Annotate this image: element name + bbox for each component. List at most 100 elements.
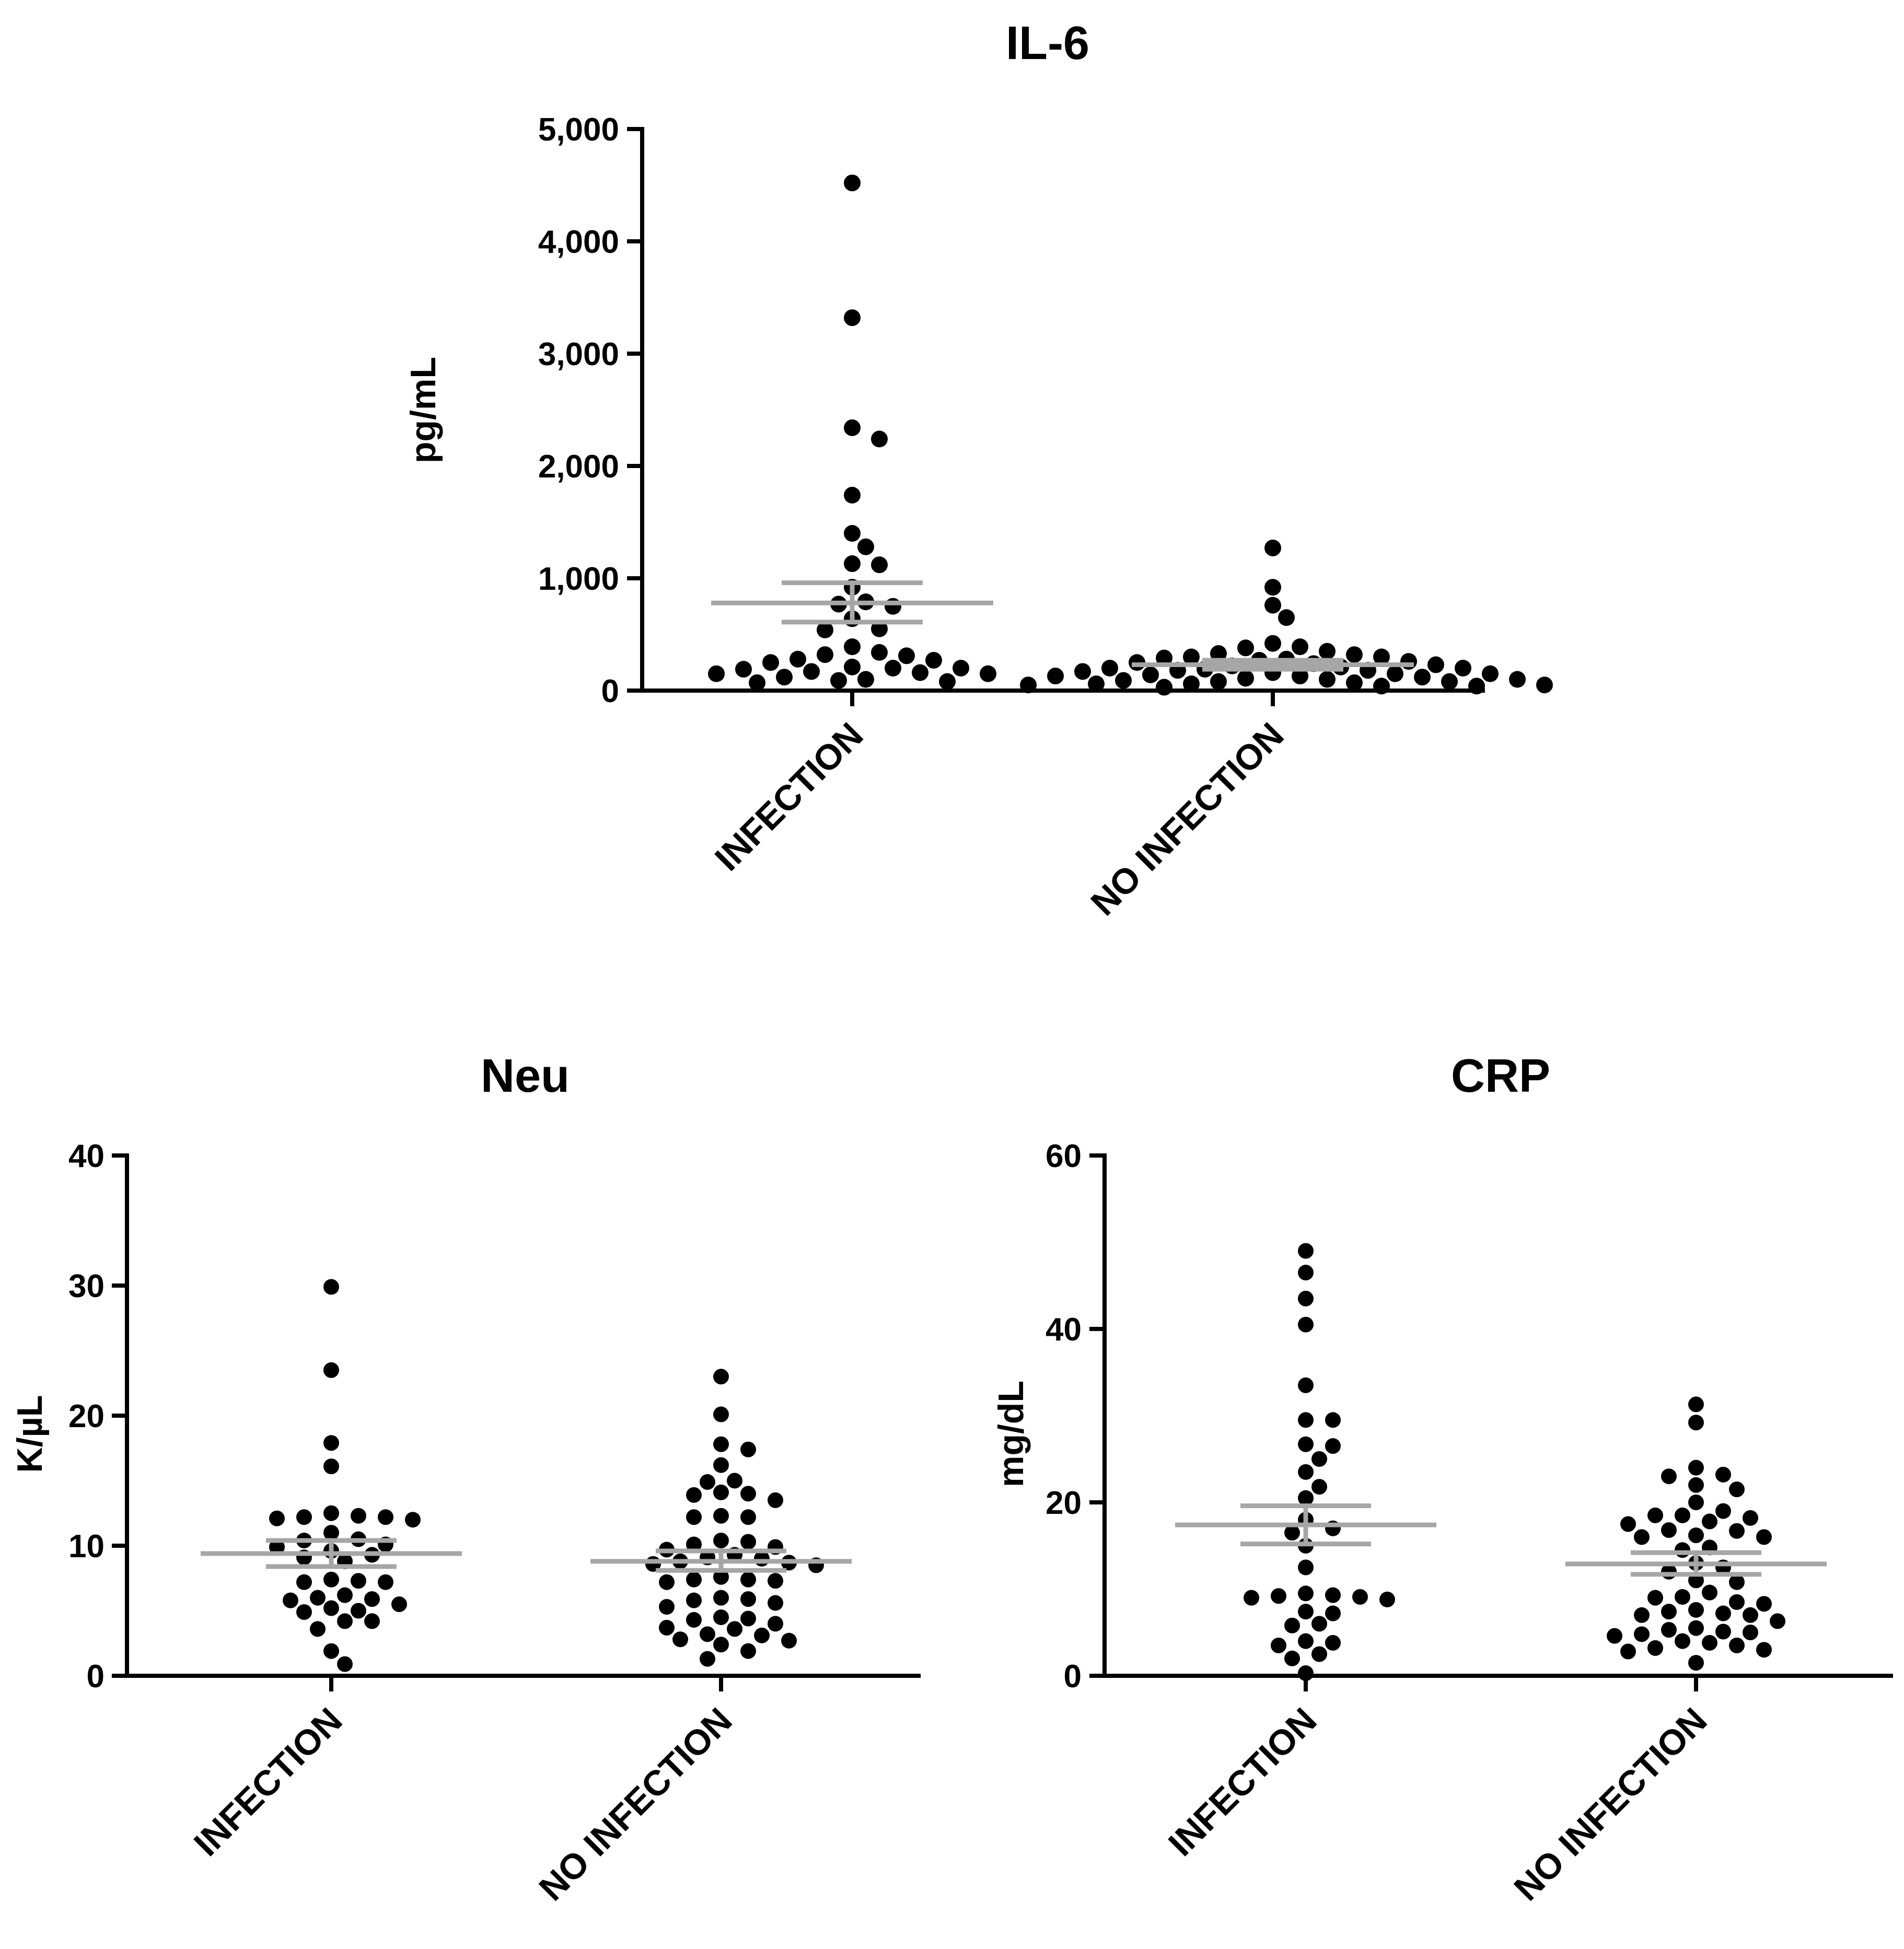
- data-point-neu-no-infection-3: [740, 1441, 756, 1457]
- data-point-il6-infection-29: [980, 665, 996, 682]
- x-category-crp-no-infection: NO INFECTION: [1506, 1676, 1715, 1908]
- data-point-neu-infection-22: [378, 1574, 393, 1590]
- data-point-crp-infection-31: [1311, 1646, 1327, 1662]
- data-point-neu-no-infection-45: [781, 1632, 797, 1649]
- data-point-crp-no-infection-4: [1661, 1468, 1677, 1485]
- x-category-il6-infection: INFECTION: [707, 691, 871, 879]
- data-point-neu-no-infection-37: [740, 1610, 756, 1627]
- data-point-il6-no-infection-11: [1373, 648, 1390, 666]
- y-tick-il6-3: 3,000: [538, 336, 642, 372]
- y-tick-il6-4: 4,000: [538, 224, 642, 260]
- data-point-neu-infection-8: [269, 1510, 285, 1526]
- data-point-neu-infection-34: [323, 1643, 339, 1659]
- data-point-crp-infection-0: [1298, 1243, 1314, 1259]
- data-point-il6-infection-17: [871, 644, 888, 661]
- data-point-crp-no-infection-40: [1743, 1625, 1758, 1640]
- data-point-il6-no-infection-46: [1468, 678, 1485, 695]
- data-point-il6-infection-19: [898, 647, 915, 664]
- y-tick-label-neu-1: 10: [68, 1528, 105, 1565]
- data-point-il6-no-infection-18: [1427, 656, 1444, 673]
- data-point-neu-no-infection-30: [659, 1574, 675, 1590]
- y-tick-label-neu-0: 0: [87, 1659, 105, 1695]
- data-point-crp-no-infection-18: [1756, 1529, 1772, 1545]
- data-point-il6-infection-0: [844, 174, 861, 192]
- mean-sem-il6: [711, 580, 1414, 672]
- data-point-crp-infection-5: [1298, 1412, 1314, 1428]
- data-point-il6-infection-30: [708, 665, 725, 682]
- data-point-il6-no-infection-35: [1319, 671, 1336, 688]
- data-point-neu-infection-26: [283, 1592, 298, 1608]
- data-point-crp-no-infection-26: [1702, 1584, 1717, 1601]
- data-point-il6-infection-8: [871, 556, 888, 574]
- data-point-neu-no-infection-27: [740, 1571, 756, 1588]
- data-point-il6-infection-34: [939, 673, 956, 690]
- x-category-label-neu-infection: INFECTION: [187, 1700, 350, 1864]
- y-tick-label-il6-4: 4,000: [538, 224, 619, 260]
- data-point-crp-no-infection-35: [1634, 1607, 1650, 1623]
- data-point-crp-infection-7: [1298, 1436, 1314, 1452]
- chart-title-il6: IL-6: [1006, 17, 1089, 69]
- x-category-label-crp-infection: INFECTION: [1161, 1700, 1325, 1864]
- data-point-il6-no-infection-38: [1210, 673, 1227, 690]
- y-tick-crp-0: 0: [1064, 1659, 1105, 1695]
- data-point-il6-infection-7: [844, 555, 861, 573]
- y-tick-label-neu-4: 40: [68, 1138, 105, 1174]
- data-point-crp-infection-2: [1298, 1290, 1314, 1306]
- data-point-crp-no-infection-29: [1729, 1594, 1745, 1610]
- data-point-crp-infection-26: [1311, 1616, 1327, 1632]
- data-point-il6-infection-14: [871, 620, 888, 637]
- data-point-il6-no-infection-34: [1237, 670, 1254, 687]
- data-point-neu-no-infection-8: [740, 1486, 756, 1502]
- data-point-crp-no-infection-42: [1607, 1628, 1622, 1644]
- data-point-il6-no-infection-21: [1101, 660, 1118, 676]
- data-point-crp-infection-23: [1379, 1591, 1395, 1607]
- y-tick-crp-1: 20: [1046, 1485, 1105, 1521]
- data-point-neu-infection-27: [391, 1596, 407, 1613]
- data-point-il6-infection-26: [735, 661, 752, 678]
- y-ticks-neu: 0 10 20 30 40: [68, 1138, 127, 1695]
- x-category-label-il6-infection: INFECTION: [707, 715, 871, 879]
- data-point-neu-no-infection-11: [713, 1508, 729, 1524]
- data-point-neu-infection-32: [364, 1613, 380, 1629]
- data-point-il6-infection-12: [885, 598, 901, 615]
- data-point-il6-infection-24: [885, 660, 901, 676]
- data-point-crp-no-infection-2: [1688, 1460, 1704, 1476]
- data-point-crp-no-infection-28: [1647, 1590, 1663, 1606]
- data-point-il6-infection-23: [844, 658, 861, 675]
- data-point-crp-no-infection-25: [1729, 1574, 1745, 1590]
- data-point-neu-no-infection-28: [686, 1571, 702, 1588]
- mean-sem-crp: [1175, 1503, 1827, 1577]
- data-point-crp-no-infection-41: [1634, 1626, 1650, 1642]
- data-point-neu-no-infection-14: [713, 1533, 729, 1549]
- data-point-il6-no-infection-32: [1047, 668, 1064, 685]
- data-point-neu-no-infection-33: [686, 1592, 702, 1608]
- panel-crp: CRP mg/dL 0 20 40 60 INFECTION NO INFECT…: [991, 1050, 1893, 1908]
- data-point-crp-no-infection-38: [1661, 1622, 1677, 1638]
- data-point-neu-infection-23: [337, 1587, 353, 1603]
- chart-title-neu: Neu: [481, 1050, 570, 1102]
- data-point-crp-no-infection-1: [1688, 1415, 1704, 1431]
- x-category-neu-no-infection: NO INFECTION: [531, 1676, 740, 1908]
- data-point-crp-no-infection-39: [1715, 1624, 1731, 1640]
- data-point-crp-infection-29: [1325, 1635, 1341, 1651]
- y-tick-neu-3: 30: [68, 1268, 127, 1304]
- data-point-neu-no-infection-31: [713, 1590, 729, 1606]
- y-tick-label-il6-3: 3,000: [538, 336, 619, 372]
- x-category-crp-infection: INFECTION: [1161, 1676, 1325, 1864]
- data-point-il6-no-infection-45: [1373, 678, 1390, 695]
- data-point-crp-no-infection-6: [1729, 1481, 1745, 1498]
- data-point-crp-infection-28: [1298, 1633, 1314, 1649]
- data-point-crp-no-infection-16: [1688, 1527, 1704, 1544]
- y-tick-label-crp-2: 40: [1046, 1312, 1082, 1348]
- data-point-neu-infection-10: [323, 1525, 339, 1541]
- data-point-il6-no-infection-28: [1387, 665, 1403, 682]
- mean-sem-neu: [201, 1538, 852, 1573]
- data-point-neu-infection-25: [364, 1591, 380, 1607]
- data-point-neu-no-infection-13: [686, 1509, 702, 1525]
- data-point-il6-infection-25: [953, 660, 969, 676]
- data-point-neu-no-infection-29: [768, 1573, 783, 1589]
- data-point-neu-infection-6: [296, 1509, 312, 1525]
- data-point-crp-infection-18: [1298, 1585, 1314, 1602]
- data-point-crp-infection-19: [1325, 1587, 1341, 1603]
